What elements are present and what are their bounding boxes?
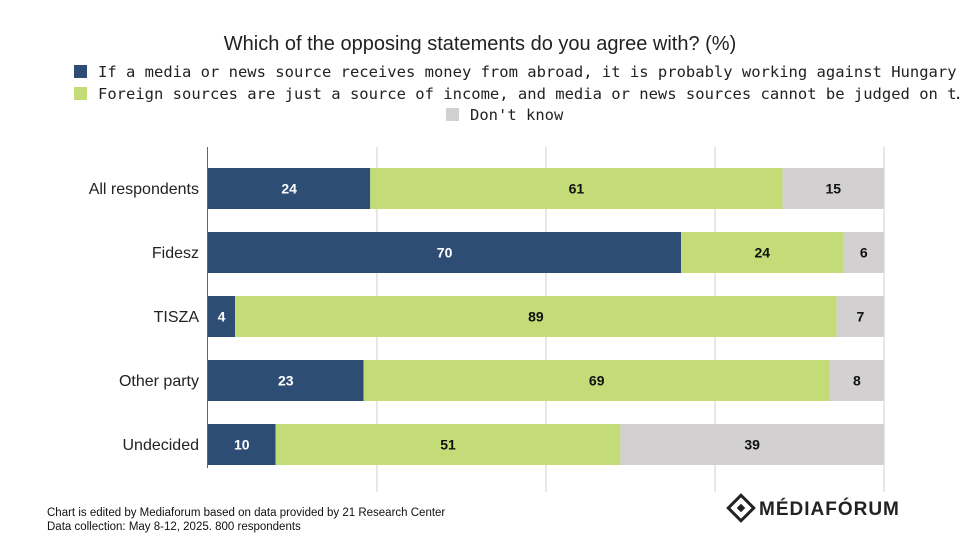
category-label: TISZA xyxy=(154,309,200,326)
bar-value-label: 23 xyxy=(278,373,294,389)
bar-value-label: 61 xyxy=(569,181,585,197)
bar-value-label: 10 xyxy=(234,437,250,453)
bar-segment xyxy=(275,424,621,465)
bar-segment xyxy=(208,232,682,273)
bar-value-label: 70 xyxy=(437,245,453,261)
chart-legend: If a media or news source receives money… xyxy=(74,63,960,124)
legend-swatch xyxy=(446,108,459,121)
bar-value-label: 6 xyxy=(860,245,868,261)
bar-segment xyxy=(620,424,884,465)
bar-segment xyxy=(370,168,783,209)
bar-segment xyxy=(208,424,276,465)
bar-segment xyxy=(836,296,884,337)
mediaforum-logo-icon xyxy=(726,493,756,523)
bar-segment xyxy=(363,360,830,401)
footer-source-line1: Chart is edited by Mediaforum based on d… xyxy=(47,507,445,519)
legend-swatch xyxy=(74,65,87,78)
category-label: Undecided xyxy=(123,437,200,454)
bar-value-label: 89 xyxy=(528,309,544,325)
legend-label: Foreign sources are just a source of inc… xyxy=(98,85,960,103)
bar-value-label: 8 xyxy=(853,373,861,389)
footer-source-line2: Data collection: May 8-12, 2025. 800 res… xyxy=(47,521,301,533)
chart-title: Which of the opposing statements do you … xyxy=(224,33,737,55)
bar-value-label: 51 xyxy=(440,437,456,453)
bar-segment xyxy=(208,168,371,209)
bar-segment xyxy=(235,296,837,337)
bar-segment xyxy=(782,168,884,209)
bar-segment xyxy=(681,232,844,273)
legend-swatch xyxy=(74,87,87,100)
bar-value-label: 7 xyxy=(856,309,864,325)
bars: 24 61 15 70 24 6 4 89 7 23 69 8 10 51 39 xyxy=(208,168,884,465)
bar-value-label: 24 xyxy=(755,245,771,261)
category-label: All respondents xyxy=(89,181,199,198)
category-label: Other party xyxy=(119,373,199,390)
legend-label: Don't know xyxy=(470,106,564,124)
bar-value-label: 24 xyxy=(281,181,297,197)
category-labels: All respondents Fidesz TISZA Other party Und… xyxy=(89,181,200,454)
bar-value-label: 39 xyxy=(744,437,760,453)
brand-name: MÉDIAFÓRUM xyxy=(759,498,900,520)
bar-segment xyxy=(843,232,884,273)
legend-label: If a media or news source receives money… xyxy=(98,63,957,81)
bar-value-label: 15 xyxy=(826,181,842,197)
bar-segment xyxy=(208,296,236,337)
category-label: Fidesz xyxy=(152,245,199,262)
bar-segment xyxy=(829,360,884,401)
bar-value-label: 4 xyxy=(218,309,226,325)
bar-value-label: 69 xyxy=(589,373,605,389)
bar-segment xyxy=(208,360,364,401)
